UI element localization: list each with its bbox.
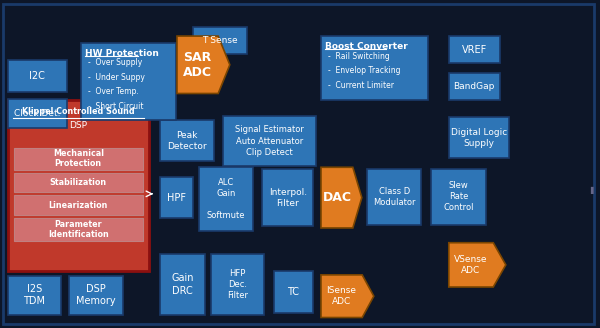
Text: DAC: DAC [322, 191, 352, 204]
FancyBboxPatch shape [3, 4, 594, 324]
Text: -  Rail Switching: - Rail Switching [328, 52, 390, 61]
Text: HFP
Dec.
Filter: HFP Dec. Filter [227, 269, 248, 300]
FancyBboxPatch shape [431, 169, 486, 225]
FancyBboxPatch shape [8, 99, 67, 128]
Text: Interpol.
Filter: Interpol. Filter [269, 188, 307, 208]
Text: -  Over Supply: - Over Supply [88, 58, 142, 67]
Text: T Sense: T Sense [202, 36, 238, 45]
Text: I2S
TDM: I2S TDM [23, 284, 45, 306]
FancyBboxPatch shape [14, 218, 143, 241]
Polygon shape [321, 275, 374, 318]
FancyBboxPatch shape [449, 73, 500, 100]
FancyBboxPatch shape [223, 116, 316, 166]
Text: Stabilization: Stabilization [50, 178, 107, 187]
Text: -  Envelop Tracking: - Envelop Tracking [328, 66, 401, 75]
FancyBboxPatch shape [262, 169, 313, 226]
FancyBboxPatch shape [69, 276, 123, 315]
FancyBboxPatch shape [274, 271, 313, 313]
Text: Gain
DRC: Gain DRC [172, 273, 194, 296]
FancyBboxPatch shape [211, 254, 264, 315]
FancyBboxPatch shape [193, 27, 247, 54]
Text: ALC
Gain

Softmute: ALC Gain Softmute [207, 178, 245, 220]
Text: Class D
Modulator: Class D Modulator [373, 187, 415, 207]
FancyBboxPatch shape [81, 43, 176, 120]
Polygon shape [449, 243, 506, 287]
Text: VSense
ADC: VSense ADC [454, 255, 488, 275]
Text: -  Current Limiter: - Current Limiter [328, 81, 394, 90]
FancyBboxPatch shape [8, 60, 67, 92]
Text: DSP: DSP [70, 121, 88, 130]
Text: HW Protection: HW Protection [85, 49, 159, 57]
Text: BandGap: BandGap [454, 82, 495, 91]
Text: DSP
Memory: DSP Memory [76, 284, 116, 306]
FancyBboxPatch shape [14, 173, 143, 192]
FancyBboxPatch shape [14, 195, 143, 215]
Text: Parameter
Identification: Parameter Identification [48, 220, 109, 239]
Text: Slew
Rate
Control: Slew Rate Control [443, 181, 473, 213]
Text: Linearization: Linearization [49, 200, 108, 210]
Text: -  Over Temp.: - Over Temp. [88, 87, 139, 96]
FancyBboxPatch shape [14, 148, 143, 170]
Polygon shape [321, 167, 362, 228]
FancyBboxPatch shape [321, 36, 428, 100]
Text: Digital Logic
Supply: Digital Logic Supply [451, 128, 507, 148]
Text: TC: TC [287, 287, 299, 297]
Text: Clock Det.: Clock Det. [14, 109, 61, 118]
FancyBboxPatch shape [449, 117, 509, 158]
Text: VREF: VREF [461, 45, 487, 54]
FancyBboxPatch shape [160, 120, 214, 161]
Polygon shape [177, 36, 230, 93]
FancyBboxPatch shape [367, 169, 421, 225]
FancyBboxPatch shape [8, 100, 149, 271]
Text: -  Short Circuit: - Short Circuit [88, 102, 144, 111]
Text: -  Under Suppy: - Under Suppy [88, 73, 145, 82]
Text: Signal Estimator
Auto Attenuator
Clip Detect: Signal Estimator Auto Attenuator Clip De… [235, 125, 304, 157]
Text: HPF: HPF [167, 193, 186, 203]
FancyBboxPatch shape [160, 177, 193, 218]
Text: I2C: I2C [29, 71, 45, 81]
Text: Boost Converter: Boost Converter [325, 42, 408, 51]
Text: Mechanical
Protection: Mechanical Protection [53, 149, 104, 169]
FancyBboxPatch shape [449, 36, 500, 63]
Text: ▌: ▌ [590, 187, 595, 194]
Text: Klippel Controlled Sound: Klippel Controlled Sound [22, 107, 134, 116]
Text: SAR
ADC: SAR ADC [183, 51, 212, 79]
Text: Peak
Detector: Peak Detector [167, 131, 207, 151]
Text: ISense
ADC: ISense ADC [326, 286, 356, 306]
FancyBboxPatch shape [199, 167, 253, 231]
FancyBboxPatch shape [160, 254, 205, 315]
FancyBboxPatch shape [8, 276, 61, 315]
